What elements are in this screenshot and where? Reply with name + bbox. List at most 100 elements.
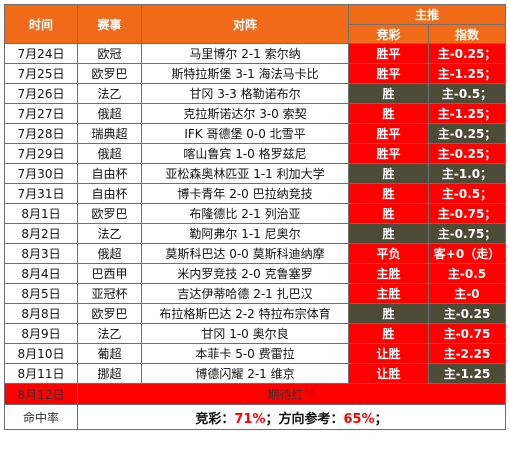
row-pick: 胜平 <box>348 63 429 84</box>
row-match: 莫斯科巴达 0-0 莫斯科迪纳摩 <box>141 243 349 264</box>
table-row: 7月28日 瑞典超 IFK 哥德堡 0-0 北雪平 胜平 主-0.25； <box>4 123 507 144</box>
row-league: 俄超 <box>77 143 142 164</box>
row-pick: 胜 <box>348 203 429 224</box>
row-index: 主-0.25 <box>427 303 507 324</box>
table-row: 8月4日 巴西甲 米内罗竞技 2-0 克鲁塞罗 主胜 主-0.5 <box>4 263 507 284</box>
row-date: 8月10日 <box>4 343 78 364</box>
row-index: 主-0 <box>427 283 507 304</box>
row-date: 8月11日 <box>4 363 78 384</box>
table-row: 7月29日 俄超 喀山鲁宾 1-0 格罗兹尼 胜平 主-0.25； <box>4 143 507 164</box>
row-match: 博德闪耀 2-1 维京 <box>141 363 349 384</box>
table-row: 8月11日 挪超 博德闪耀 2-1 维京 让胜 主-1.25 <box>4 363 507 384</box>
row-league: 欧罗巴 <box>77 203 142 224</box>
row-pick: 主胜 <box>348 283 429 304</box>
row-date: 8月9日 <box>4 323 78 344</box>
row-index: 主-1.25； <box>427 103 507 124</box>
prediction-rows: 7月24日 欧冠 马里博尔 2-1 索尔纳 胜平 主-0.25； 7月25日 欧罗巴 斯特拉斯… <box>4 43 507 384</box>
awaiting-result: 期待红单 <box>76 383 507 405</box>
row-league: 法乙 <box>77 323 142 344</box>
row-match: 亚松森奥林匹亚 1-1 利加大学 <box>141 163 349 184</box>
row-date: 8月2日 <box>4 223 78 244</box>
row-match: 吉达伊蒂哈德 2-1 扎巴汉 <box>141 283 349 304</box>
row-league: 俄超 <box>77 243 142 264</box>
hit-rate-summary: 竞彩：71%；方向参考：65%； <box>76 404 507 430</box>
header-jingcai: 竞彩 <box>348 24 429 44</box>
row-pick: 胜 <box>348 183 429 204</box>
direction-rate-value: 65% <box>343 411 375 427</box>
table-row: 8月5日 亚冠杯 吉达伊蒂哈德 2-1 扎巴汉 主胜 主-0 <box>4 283 507 304</box>
row-index: 主-0.25； <box>427 143 507 164</box>
row-date: 7月25日 <box>4 63 78 84</box>
row-index: 主-2.25 <box>427 343 507 364</box>
row-date: 7月28日 <box>4 123 78 144</box>
row-pick: 胜平 <box>348 143 429 164</box>
table-row: 7月24日 欧冠 马里博尔 2-1 索尔纳 胜平 主-0.25； <box>4 43 507 64</box>
table-row: 7月31日 自由杯 博卡青年 2-0 巴拉纳竞技胜主-0.5； <box>4 183 507 204</box>
row-league: 巴西甲 <box>77 263 142 284</box>
row-pick: 胜 <box>348 323 429 344</box>
row-league: 亚冠杯 <box>77 283 142 304</box>
row-date: 7月27日 <box>4 103 78 124</box>
row-match: 米内罗竞技 2-0 克鲁塞罗 <box>141 263 349 284</box>
row-index: 客+0（走） <box>427 243 507 264</box>
row-league: 欧罗巴 <box>77 303 142 324</box>
row-index: 主-0.5； <box>427 83 507 104</box>
row-match: IFK 哥德堡 0-0 北雪平 <box>141 123 349 144</box>
row-match: 勒阿弗尔 1-1 尼奥尔 <box>141 223 349 244</box>
row-pick: 胜 <box>348 163 429 184</box>
row-match: 马里博尔 2-1 索尔纳 <box>141 43 349 64</box>
row-index: 主-0.75； <box>427 223 507 244</box>
row-league: 欧冠 <box>77 43 142 64</box>
row-date: 8月1日 <box>4 203 78 224</box>
row-match: 布隆德比 2-1 列治亚 <box>141 203 349 224</box>
table-row: 8月9日 法乙 甘冈 1-0 奥尔良胜主-0.75 <box>4 323 507 344</box>
table-row: 8月10日 葡超 本菲卡 5-0 费雷拉 让胜 主-2.25 <box>4 343 507 364</box>
row-index: 主-0.25； <box>427 43 507 64</box>
row-pick: 主胜 <box>348 263 429 284</box>
row-date: 8月8日 <box>4 303 78 324</box>
table-row: 7月27日 俄超 克拉斯诺达尔 3-0 索契胜主-1.25； <box>4 103 507 124</box>
row-match: 斯特拉斯堡 3-1 海法马卡比 <box>141 63 349 84</box>
row-league: 法乙 <box>77 223 142 244</box>
row-date: 8月5日 <box>4 283 78 304</box>
row-league: 自由杯 <box>77 163 142 184</box>
row-index: 主-1.0； <box>427 163 507 184</box>
table-row: 8月1日 欧罗巴 布隆德比 2-1 列治亚胜主-0.75； <box>4 203 507 224</box>
row-match: 布拉格斯巴达 2-2 特拉布宗体育 <box>141 303 349 324</box>
row-league: 自由杯 <box>77 183 142 204</box>
row-index: 主-0.5； <box>427 183 507 204</box>
row-pick: 胜 <box>348 223 429 244</box>
row-match: 甘冈 1-0 奥尔良 <box>141 323 349 344</box>
row-index: 主-0.75； <box>427 203 507 224</box>
row-date: 7月30日 <box>4 163 78 184</box>
row-league: 挪超 <box>77 363 142 384</box>
row-pick: 让胜 <box>348 363 429 384</box>
header-league: 赛事 <box>77 4 142 44</box>
hit-rate-label: 命中率 <box>4 404 78 430</box>
table-row: 8月8日 欧罗巴 布拉格斯巴达 2-2 特拉布宗体育胜主-0.25 <box>4 303 507 324</box>
header-main-pick: 主推 <box>347 4 507 25</box>
table-row: 7月25日 欧罗巴 斯特拉斯堡 3-1 海法马卡比 胜平 主-1.25； <box>4 63 507 84</box>
row-pick: 让胜 <box>348 343 429 364</box>
row-date: 7月29日 <box>4 143 78 164</box>
upcoming-date: 8月12日 <box>4 383 78 405</box>
table-row: 7月26日 法乙 甘冈 3-3 格勒诺布尔胜主-0.5； <box>4 83 507 104</box>
row-match: 甘冈 3-3 格勒诺布尔 <box>141 83 349 104</box>
row-match: 克拉斯诺达尔 3-0 索契 <box>141 103 349 124</box>
table-row: 7月30日 自由杯 亚松森奥林匹亚 1-1 利加大学胜主-1.0； <box>4 163 507 184</box>
jingcai-rate-value: 71% <box>234 411 266 427</box>
row-pick: 平负 <box>348 243 429 264</box>
row-pick: 胜平 <box>348 43 429 64</box>
row-league: 法乙 <box>77 83 142 104</box>
row-date: 7月24日 <box>4 43 78 64</box>
row-pick: 胜平 <box>348 123 429 144</box>
prediction-table: 时间 赛事 对阵 主推 竞彩 指数 7月24日 欧冠 马里博尔 2-1 索尔纳 胜平主… <box>4 4 507 430</box>
header-time: 时间 <box>4 4 78 44</box>
row-match: 喀山鲁宾 1-0 格罗兹尼 <box>141 143 349 164</box>
row-league: 俄超 <box>77 103 142 124</box>
row-pick: 胜 <box>348 83 429 104</box>
row-index: 主-1.25 <box>427 363 507 384</box>
table-row: 8月3日 俄超 莫斯科巴达 0-0 莫斯科迪纳摩 平负 客+0（走） <box>4 243 507 264</box>
row-match: 博卡青年 2-0 巴拉纳竞技 <box>141 183 349 204</box>
